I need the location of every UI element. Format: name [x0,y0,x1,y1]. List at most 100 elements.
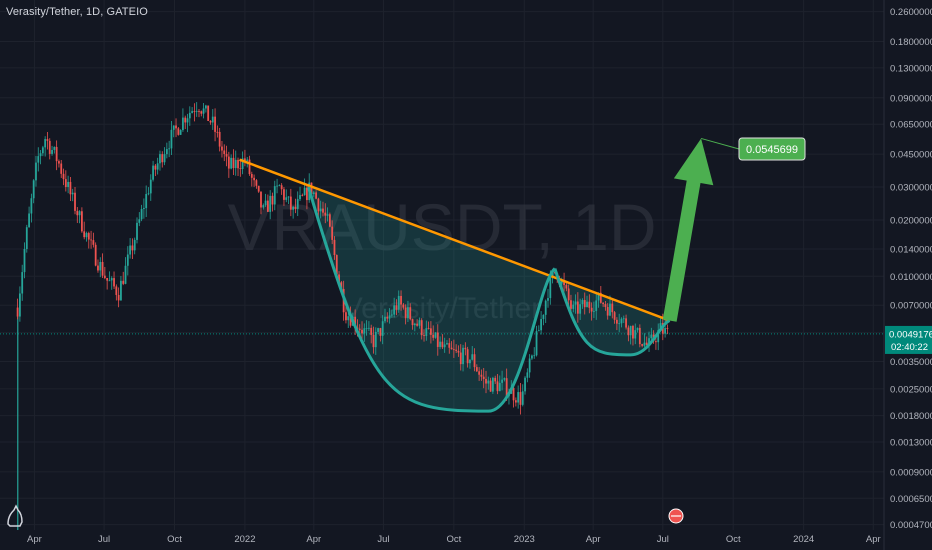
handle-curve [553,268,671,357]
candle-body [650,334,653,339]
time-tick-label: 2022 [234,534,255,545]
tradingview-logo-icon[interactable] [7,504,23,527]
candle-body [23,249,26,273]
candle-body [191,111,194,113]
candle-body [209,120,212,123]
candle-body [542,314,545,320]
candle-body [122,280,125,284]
candle-body [338,274,340,283]
price-tick-label: 0.2600000 [890,7,932,18]
candle-body [537,330,540,332]
price-axis[interactable]: 0.2600000 0.1800000 0.1300000 0.0900000 0.06… [883,0,932,550]
candle-body [257,185,260,192]
drawings-layer[interactable] [239,137,740,413]
candle-body [439,341,441,347]
candle-body [250,174,253,178]
candle-body [44,139,47,148]
candle-body [418,320,421,326]
candle-body [25,227,28,250]
candle-body [156,163,159,170]
candle-body [16,307,19,317]
candle-body [18,293,21,317]
candle-body [154,165,157,170]
candle-body [223,150,226,154]
candle-body [340,282,343,289]
candle-body [485,378,487,384]
candle-body [335,255,338,275]
target-arrow [662,138,714,322]
candle-body [363,328,366,334]
candle-body [266,200,269,212]
candle-body [657,330,660,343]
time-tick-label: Oct [446,534,461,545]
candle-body [611,303,614,313]
candle-body [292,206,295,210]
candle-body [62,173,65,180]
candle-body [37,156,40,163]
candle-body [377,328,379,332]
candle-body [246,159,249,161]
candle-body [446,343,448,345]
candle-body [278,185,281,187]
candle-body [159,154,161,164]
candle-body [609,303,611,316]
candle-body [443,344,446,348]
candle-body [149,179,152,194]
earnings-flag-icon[interactable] [668,508,684,524]
candle-body [53,146,56,150]
candle-body [413,323,416,326]
candle-body [567,288,570,301]
candle-body [101,261,104,276]
price-tick-label: 0.0200000 [890,215,932,226]
candle-body [627,327,630,336]
candle-body [310,182,313,195]
candle-body [512,387,515,401]
candle-body [551,271,554,277]
time-tick-label: Jul [98,534,110,545]
watermark-name: Verasity/Tether [343,292,541,325]
candle-body [480,374,483,377]
candle-body [200,111,203,114]
time-tick-label: 2023 [514,534,535,545]
candle-body [643,342,646,346]
candle-body [390,314,393,316]
candle-body [482,376,485,379]
candle-body [285,197,288,200]
candle-body [381,321,384,336]
candle-body [315,192,317,199]
candle-body [397,295,400,310]
target-price-badge[interactable]: 0.0545699 [738,137,806,161]
candle-body [85,233,88,238]
candle-body [648,338,650,345]
candle-body [372,334,375,348]
candle-body [540,319,543,331]
candle-body [74,192,76,211]
candle-body [271,195,274,205]
candle-body [294,206,297,209]
candle-body [629,325,632,336]
candle-body [273,186,276,205]
time-tick-label: Apr [586,534,601,545]
candle-body [595,300,598,311]
target-connector-line [700,137,740,150]
candle-body [126,254,129,266]
candle-body [514,400,517,403]
candle-body [533,355,536,357]
candle-body [136,222,138,240]
candle-body [498,382,501,392]
candle-body [466,349,469,364]
candle-body [198,111,200,112]
candle-body [175,125,177,129]
time-tick-label: Apr [866,534,881,545]
candle-body [602,302,605,305]
candle-body [638,327,641,345]
time-axis[interactable]: Apr Jul Oct 2022 Apr Jul Oct 2023 Apr Jul Oct 2024 A… [27,534,881,545]
symbol-title[interactable]: Verasity/Tether, 1D, GATEIO [6,6,148,18]
candle-body [547,298,549,301]
candle-body [289,196,292,210]
candle-body [409,307,412,320]
candle-body [237,159,239,169]
candle-body [634,330,637,339]
candle-body [349,316,352,326]
